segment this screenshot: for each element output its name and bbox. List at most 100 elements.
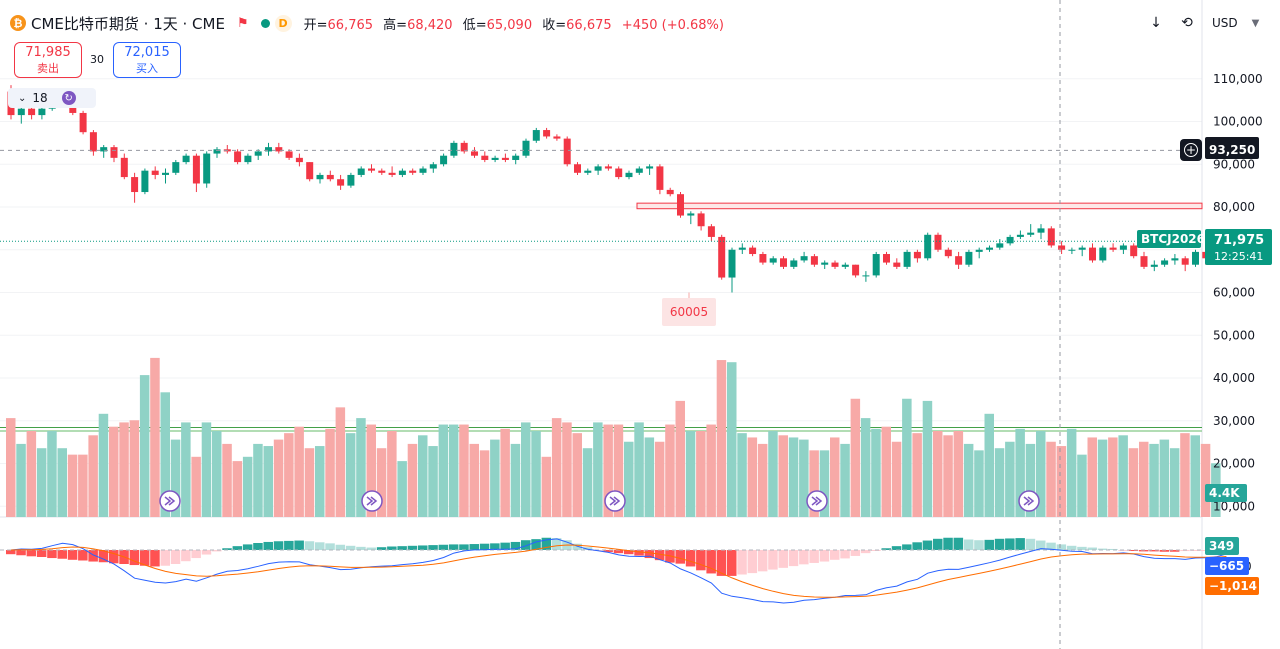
signal-value-tag-bg xyxy=(1205,577,1259,595)
macd-histogram-bar xyxy=(891,546,902,550)
macd-histogram-bar xyxy=(418,545,428,550)
candle-body xyxy=(563,138,571,165)
macd-histogram-bar xyxy=(531,539,541,550)
candle-body xyxy=(120,157,128,178)
candle-body xyxy=(141,170,149,193)
candle-body xyxy=(1181,258,1189,265)
buy-label: 买入 xyxy=(136,62,158,75)
volume-bar xyxy=(933,431,943,517)
volume-bar xyxy=(345,433,356,517)
candle-body xyxy=(666,189,674,195)
macd-histogram-bar xyxy=(624,550,634,555)
volume-bar xyxy=(1066,428,1077,517)
volume-bar xyxy=(1159,439,1170,517)
download-icon[interactable]: ↓ xyxy=(1150,15,1162,31)
sell-button[interactable]: 71,985 卖出 xyxy=(14,42,82,78)
sell-price: 71,985 xyxy=(25,45,71,60)
macd-histogram-bar xyxy=(902,544,912,550)
market-status[interactable]: D xyxy=(260,14,292,32)
candle-body xyxy=(234,151,242,163)
macd-histogram-bar xyxy=(1159,550,1170,552)
macd-hist-tag-bg xyxy=(1205,537,1239,555)
volume-bar xyxy=(397,461,407,517)
volume-bar xyxy=(78,454,88,517)
change-value: +450 (+0.68%) xyxy=(621,17,724,33)
volume-bar xyxy=(644,437,655,517)
volume-bar xyxy=(119,422,129,517)
candle-body xyxy=(955,256,963,265)
macd-histogram-bar xyxy=(1046,542,1056,550)
macd-histogram-bar xyxy=(716,550,727,576)
macd-hist-tag: 349 xyxy=(1209,539,1234,553)
candle-body xyxy=(635,168,643,173)
volume-bar xyxy=(325,428,335,517)
macd-histogram-bar xyxy=(727,550,737,576)
last-price-tag-bg xyxy=(1205,229,1272,265)
plus-icon: + xyxy=(1184,143,1198,157)
volume-bar xyxy=(706,424,716,517)
volume-bar xyxy=(88,435,98,517)
sync-icon[interactable]: ↻ xyxy=(61,91,76,105)
volume-bar xyxy=(6,418,16,517)
resistance-zone xyxy=(636,202,1203,210)
macd-histogram-bar xyxy=(1005,538,1015,550)
candle-body xyxy=(100,147,108,152)
spread-value: 30 xyxy=(90,53,104,66)
macd-histogram-bar xyxy=(603,550,613,553)
volume-bar xyxy=(830,437,840,517)
volume-bar xyxy=(273,439,284,517)
volume-bar xyxy=(284,433,294,517)
symbol-title[interactable]: CME比特币期货 · 1天 · CME xyxy=(31,14,225,33)
currency-select[interactable]: USD ▼ xyxy=(1204,10,1272,36)
candle-body xyxy=(357,168,365,175)
volume-bar xyxy=(1139,441,1149,517)
macd-histogram-bar xyxy=(1087,547,1097,550)
buy-button[interactable]: 72,015 买入 xyxy=(113,42,181,78)
macd-histogram-bar xyxy=(26,550,37,557)
crosshair-price-tag-bg xyxy=(1205,137,1259,159)
volume-bar xyxy=(459,424,469,517)
volume-bar xyxy=(984,413,994,517)
volume-bar xyxy=(757,443,768,517)
macd-histogram-bar xyxy=(366,547,376,550)
candle-body xyxy=(460,142,468,152)
volume-bar xyxy=(191,456,201,517)
indicators-collapse-button[interactable]: ⌄ 18 ↻ xyxy=(8,88,96,108)
candle-body xyxy=(1109,247,1117,250)
chart-header: ₿ CME比特币期货 · 1天 · CME ⚑ D 开=66,765 高=68,… xyxy=(10,12,724,34)
candle-body xyxy=(1006,236,1014,244)
candle-body xyxy=(28,108,36,116)
macd-histogram-bar xyxy=(1149,550,1159,552)
volume-bar xyxy=(170,439,181,517)
refresh-icon[interactable]: ⟲ xyxy=(1181,15,1193,31)
candle-body xyxy=(1171,258,1179,261)
candle-body xyxy=(1161,260,1169,265)
volume-bar xyxy=(582,448,593,517)
price-tick-label: 10,000 xyxy=(1213,499,1255,513)
candle-body xyxy=(409,170,417,173)
flag-icon[interactable]: ⚑ xyxy=(236,15,249,31)
volume-bar xyxy=(531,431,541,517)
volume-bar xyxy=(1097,439,1108,517)
arrow-right-icon xyxy=(609,496,621,506)
candle-body xyxy=(306,162,314,180)
candle-body xyxy=(265,147,272,152)
volume-bar xyxy=(963,443,974,517)
macd-histogram-bar xyxy=(304,541,315,550)
macd-histogram-bar xyxy=(778,550,788,568)
symbol-tag: BTCJ2026 xyxy=(1141,232,1205,246)
ohlc-values: 开=66,765 高=68,420 低=65,090 收=66,675 +450… xyxy=(303,17,724,33)
macd-histogram-bar xyxy=(57,550,67,559)
candle-body xyxy=(677,194,684,216)
volume-bar xyxy=(1190,435,1200,517)
add-alert-button[interactable]: + xyxy=(1180,139,1202,161)
volume-bar xyxy=(788,437,799,517)
candle-body xyxy=(1192,251,1199,265)
candle-body xyxy=(213,149,221,154)
candle-body xyxy=(759,254,767,263)
candle-body xyxy=(79,112,87,133)
price-tick-label: 110,000 xyxy=(1213,72,1263,86)
volume-value-tag-bg xyxy=(1205,484,1247,502)
volume-bar xyxy=(624,441,634,517)
